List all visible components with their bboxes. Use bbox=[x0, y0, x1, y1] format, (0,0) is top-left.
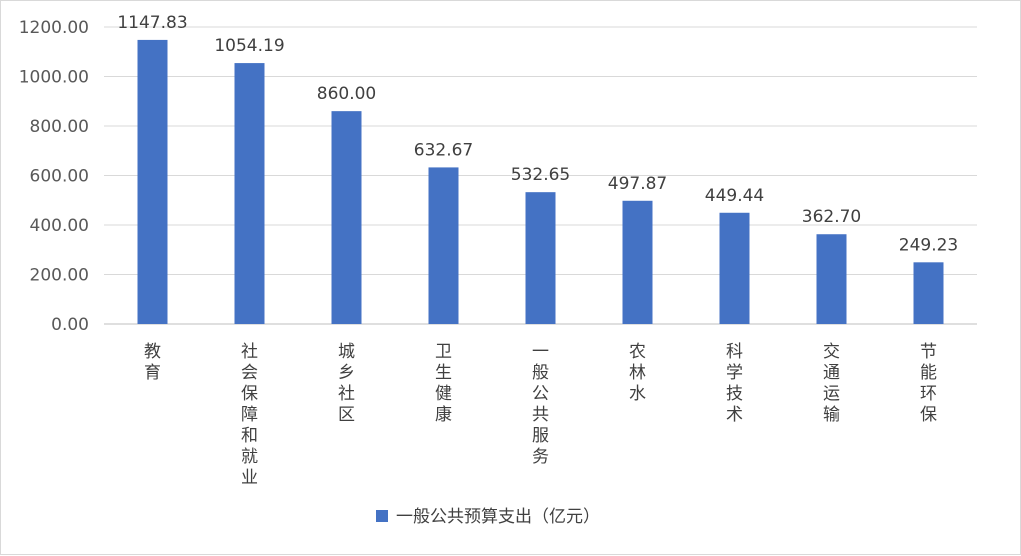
y-tick-label: 1200.00 bbox=[19, 18, 89, 38]
bar bbox=[913, 262, 944, 324]
x-tick-label: 交通运输 bbox=[823, 342, 840, 425]
data-label: 632.67 bbox=[414, 140, 473, 160]
data-label: 532.65 bbox=[511, 165, 570, 185]
x-tick-label: 社会保障和就业 bbox=[241, 342, 258, 488]
x-tick-label: 城乡社区 bbox=[338, 342, 355, 425]
x-tick-label: 教育 bbox=[144, 342, 161, 383]
data-label: 449.44 bbox=[705, 186, 764, 206]
y-tick-label: 800.00 bbox=[30, 117, 89, 137]
x-tick-label: 农林水 bbox=[629, 342, 646, 404]
legend-swatch bbox=[376, 510, 388, 522]
bar bbox=[234, 63, 265, 324]
data-label: 362.70 bbox=[802, 207, 861, 227]
x-tick-label: 卫生健康 bbox=[435, 342, 452, 425]
y-tick-label: 400.00 bbox=[30, 216, 89, 236]
data-label: 860.00 bbox=[317, 84, 376, 104]
data-label: 1147.83 bbox=[117, 13, 187, 33]
x-tick-label: 科学技术 bbox=[726, 342, 743, 425]
bar bbox=[428, 167, 459, 324]
x-tick-label: 一般公共服务 bbox=[532, 342, 549, 467]
bar bbox=[719, 212, 750, 324]
x-tick-label: 节能环保 bbox=[920, 342, 937, 425]
data-label: 1054.19 bbox=[214, 36, 284, 56]
bar bbox=[622, 200, 653, 324]
bar bbox=[525, 192, 556, 324]
bar bbox=[331, 111, 362, 325]
y-tick-label: 600.00 bbox=[30, 167, 89, 187]
bar bbox=[137, 39, 168, 324]
legend-label: 一般公共预算支出（亿元） bbox=[396, 507, 600, 527]
bar bbox=[816, 234, 847, 324]
data-label: 249.23 bbox=[899, 235, 958, 255]
y-tick-label: 0.00 bbox=[51, 315, 89, 335]
y-tick-label: 1000.00 bbox=[19, 68, 89, 88]
y-tick-label: 200.00 bbox=[30, 266, 89, 286]
data-label: 497.87 bbox=[608, 174, 667, 194]
